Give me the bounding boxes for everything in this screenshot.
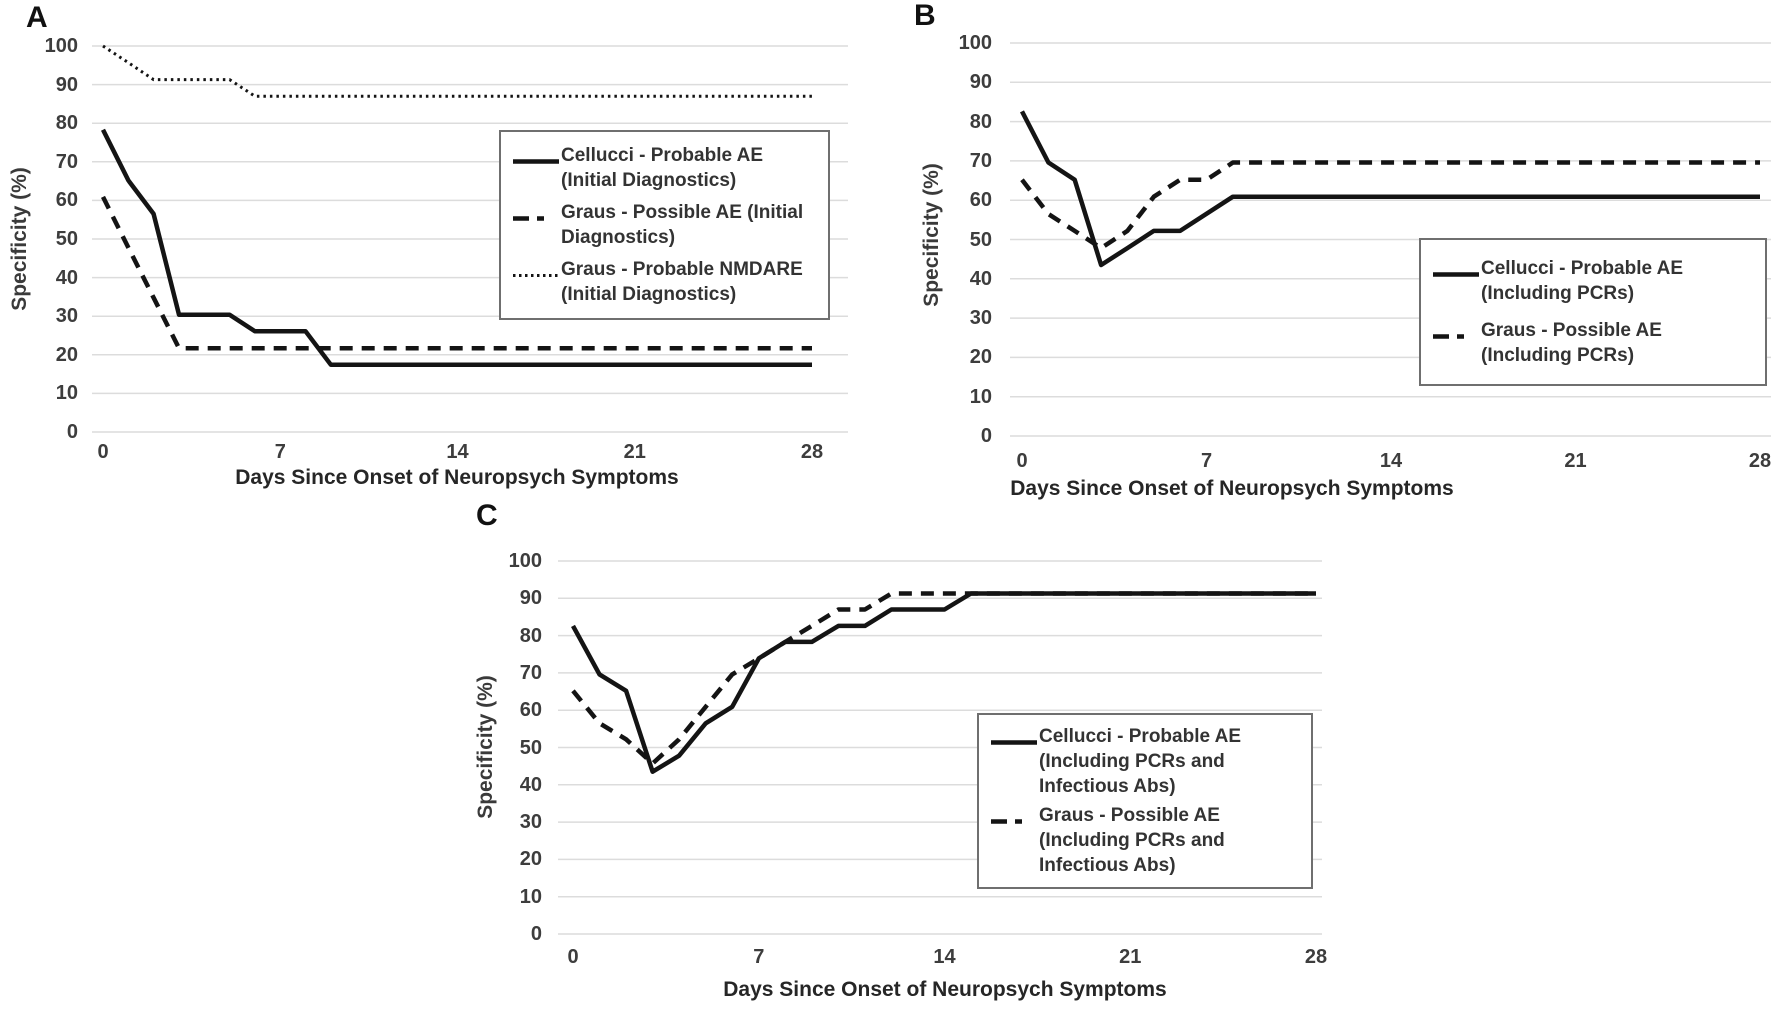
panel-C-y-tick-50: 50 — [519, 736, 542, 759]
panel-C-legend-item-0: Cellucci - Probable AE (Including PCRs a… — [991, 724, 1303, 799]
panel-A-x-tick-14: 14 — [446, 441, 469, 463]
panel-C-x-tick-0: 0 — [567, 946, 579, 968]
panel-A-y-tick-10: 10 — [55, 382, 78, 405]
panel-B-y-tick-60: 60 — [969, 189, 992, 212]
panel-A-y-tick-90: 90 — [55, 73, 78, 96]
panel-B-legend-item-0: Cellucci - Probable AE (Including PCRs) — [1433, 256, 1757, 306]
panel-C-y-tick-100: 100 — [508, 550, 542, 572]
dashed-line-sample-icon — [513, 209, 559, 227]
panel-B-y-tick-90: 90 — [969, 71, 992, 94]
solid-line-sample-icon — [513, 152, 559, 170]
panel-A-y-tick-100: 100 — [44, 35, 78, 57]
panel-a-x-axis-title: Days Since Onset of Neuropsych Symptoms — [235, 466, 679, 489]
panel-A-y-tick-70: 70 — [55, 150, 78, 173]
panel-B-x-tick-14: 14 — [1379, 450, 1403, 472]
panel-B-y-tick-10: 10 — [969, 385, 992, 408]
panel-A-y-tick-0: 0 — [66, 421, 78, 443]
solid-line-sample-icon — [991, 733, 1037, 751]
panel-C-x-tick-28: 28 — [1304, 946, 1328, 968]
solid-line-sample-icon — [1433, 265, 1479, 283]
panel-C-y-tick-60: 60 — [519, 699, 542, 722]
panel-C-series-line-0 — [571, 591, 1316, 774]
panel-B-y-tick-80: 80 — [969, 110, 992, 133]
panel-C-x-tick-14: 14 — [933, 946, 956, 968]
panel-B-series-line-1 — [1020, 160, 1760, 251]
panel-B-legend: Cellucci - Probable AE (Including PCRs) G… — [1419, 238, 1767, 386]
panel-C-y-tick-90: 90 — [519, 587, 542, 610]
panel-C-series-line-1 — [571, 591, 1316, 766]
panel-C-y-tick-10: 10 — [519, 885, 542, 908]
panel-A-y-tick-30: 30 — [55, 305, 78, 328]
dashed-line-sample-icon — [1433, 327, 1479, 345]
panel-C-y-tick-0: 0 — [530, 923, 542, 945]
panel-B-legend-item-1: Graus - Possible AE (Including PCRs) — [1433, 318, 1757, 368]
panel-C-legend-label-0: Cellucci - Probable AE (Including PCRs a… — [1039, 725, 1242, 797]
panel-B-y-tick-20: 20 — [969, 346, 992, 369]
panel-C-y-tick-70: 70 — [519, 661, 542, 684]
dashed-line-sample-icon — [991, 812, 1037, 830]
panel-B-y-tick-0: 0 — [980, 425, 992, 447]
panel-A-legend: Cellucci - Probable AE (Initial Diagnost… — [499, 130, 830, 320]
panel-B-legend-label-0: Cellucci - Probable AE (Including PCRs) — [1481, 258, 1684, 304]
panel-A-legend-label-2: Graus - Probable NMDARE (Initial Diagnos… — [561, 259, 803, 305]
panel-C-legend-item-1: Graus - Possible AE (Including PCRs and … — [991, 803, 1303, 878]
panel-C-x-tick-21: 21 — [1119, 946, 1142, 968]
panel-A-y-tick-40: 40 — [55, 266, 78, 289]
panel-B-y-tick-70: 70 — [969, 149, 992, 172]
panel-b-label: B — [914, 0, 936, 32]
panel-c-x-axis-title: Days Since Onset of Neuropsych Symptoms — [723, 978, 1167, 1001]
panel-C-legend-label-1: Graus - Possible AE (Including PCRs and … — [1039, 805, 1225, 877]
panel-B-x-tick-28: 28 — [1748, 450, 1772, 472]
panel-C-y-tick-30: 30 — [519, 811, 542, 834]
panel-A-x-tick-0: 0 — [97, 441, 109, 463]
panel-C-legend: Cellucci - Probable AE (Including PCRs a… — [977, 713, 1313, 889]
panel-B-series-line-0 — [1020, 110, 1760, 268]
panel-A-series-line-1 — [100, 195, 812, 351]
panel-A-x-tick-21: 21 — [623, 441, 646, 463]
panel-A-legend-item-1: Graus - Possible AE (Initial Diagnostics… — [513, 200, 820, 250]
panel-B-x-tick-0: 0 — [1016, 450, 1028, 472]
panel-A-y-tick-80: 80 — [55, 112, 78, 135]
panel-a-label: A — [26, 1, 48, 34]
panel-B-y-tick-50: 50 — [969, 228, 992, 251]
panel-B-x-tick-7: 7 — [1200, 450, 1213, 472]
panel-A-legend-label-0: Cellucci - Probable AE (Initial Diagnost… — [561, 145, 764, 191]
panel-b-x-axis-title: Days Since Onset of Neuropsych Symptoms — [1010, 477, 1454, 500]
panel-B-x-tick-21: 21 — [1564, 450, 1587, 472]
panel-B-y-tick-100: 100 — [958, 32, 992, 54]
panel-A-x-tick-7: 7 — [274, 441, 286, 463]
panel-A-series-line-0 — [100, 128, 812, 368]
panel-A-series-line-2 — [102, 44, 812, 98]
panel-C-y-tick-20: 20 — [519, 848, 542, 871]
panel-B-y-tick-40: 40 — [969, 267, 992, 290]
panel-A-legend-label-1: Graus - Possible AE (Initial Diagnostics… — [561, 202, 804, 248]
panel-A-gridlines — [92, 45, 848, 433]
panel-A-y-tick-60: 60 — [55, 189, 78, 212]
panel-B-y-tick-30: 30 — [969, 307, 992, 330]
dotted-line-sample-icon — [513, 266, 559, 284]
panel-A-y-tick-50: 50 — [55, 228, 78, 250]
panel-A-legend-item-0: Cellucci - Probable AE (Initial Diagnost… — [513, 143, 820, 193]
panel-C-y-tick-80: 80 — [519, 624, 542, 647]
panel-C-y-tick-40: 40 — [519, 773, 542, 796]
panel-c-label: C — [476, 499, 498, 532]
panel-B-legend-label-1: Graus - Possible AE (Including PCRs) — [1481, 320, 1662, 366]
panel-A-x-tick-28: 28 — [800, 441, 824, 463]
panel-A-legend-item-2: Graus - Probable NMDARE (Initial Diagnos… — [513, 257, 820, 307]
panel-A-y-tick-20: 20 — [55, 343, 78, 366]
panel-C-x-tick-7: 7 — [753, 946, 765, 968]
